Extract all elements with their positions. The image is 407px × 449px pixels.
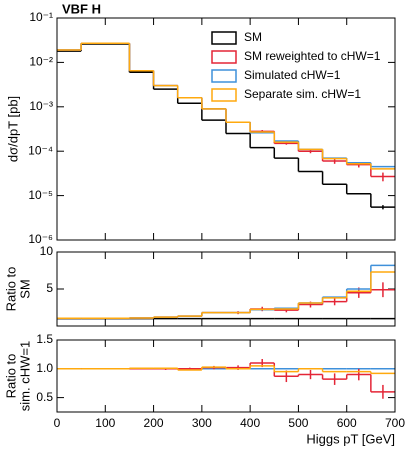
y-tick-label: 10⁻³ [29,99,53,113]
y-tick-label: 10⁻¹ [29,10,53,24]
y-tick-label: 1.5 [36,332,53,346]
x-tick-label: 300 [192,416,212,430]
y-axis-label: Ratio to [3,354,18,399]
x-axis-label: Higgs pT [GeV] [306,431,395,446]
legend-label: Simulated cHW=1 [244,68,341,82]
y-tick-label: 10⁻⁵ [28,188,53,202]
y-axis-label: sim. cHW=1 [17,341,32,411]
x-tick-label: 400 [240,416,260,430]
x-tick-label: 0 [54,416,61,430]
legend-swatch [211,88,237,102]
y-tick-label: 10⁻⁴ [28,143,53,157]
chart-title: VBF H [62,1,101,16]
y-tick-label: 10⁻² [29,55,53,69]
plot-frame [56,339,396,413]
y-tick-label: 1.0 [36,361,53,375]
y-tick-label: 5 [46,281,53,295]
y-tick-label: 10⁻⁶ [28,232,53,246]
y-axis-label: Ratio to [3,267,18,312]
x-tick-label: 100 [95,416,115,430]
y-axis-label: dσ/dpT [pb] [5,96,20,162]
y-tick-label: 0.5 [36,390,53,404]
plot-frame [56,251,396,327]
plot-frame [56,17,396,241]
legend-label: SM reweighted to cHW=1 [244,49,381,63]
legend-swatch [211,69,237,83]
x-tick-label: 700 [385,416,405,430]
x-tick-label: 600 [337,416,357,430]
legend-swatch [211,31,237,45]
x-tick-label: 200 [144,416,164,430]
legend-label: Separate sim. cHW=1 [244,87,361,101]
legend-swatch [211,50,237,64]
y-axis-label: SM [17,279,32,299]
legend-label: SM [244,30,262,44]
y-tick-label: 10 [40,244,54,258]
x-tick-label: 500 [288,416,308,430]
